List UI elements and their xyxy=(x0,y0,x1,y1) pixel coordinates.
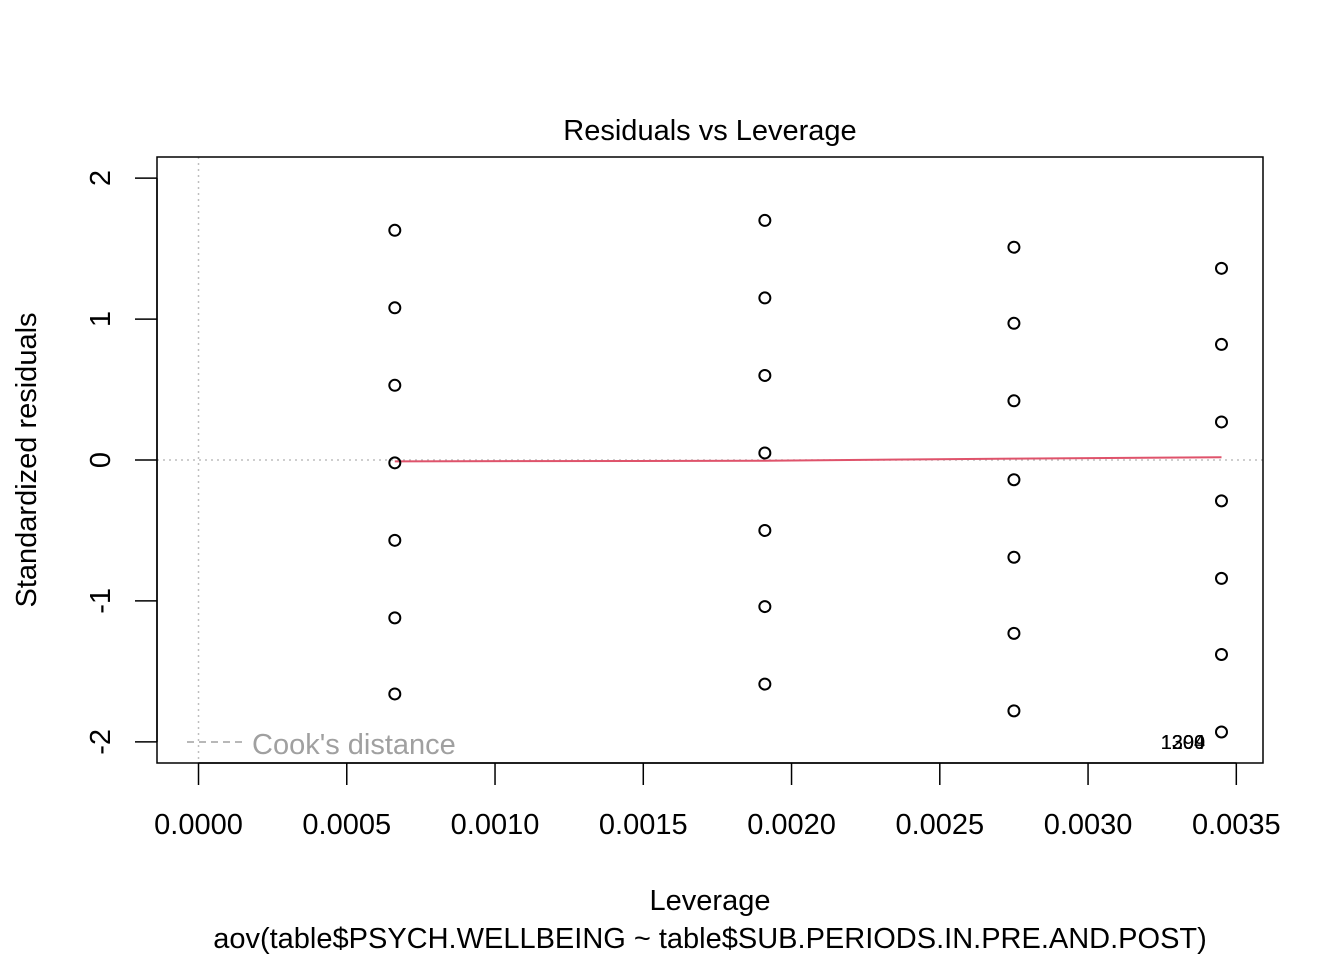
point-label: 1300 xyxy=(1161,732,1206,754)
data-point xyxy=(758,368,772,382)
data-point xyxy=(388,687,402,701)
x-axis: 0.0000 0.0005 0.0010 0.0015 0.0020 0.0025 0.00… xyxy=(154,762,1281,841)
smooth-line-group xyxy=(394,456,1222,463)
data-point xyxy=(388,378,402,392)
data-point xyxy=(1007,550,1021,564)
data-point xyxy=(1007,316,1021,330)
data-point xyxy=(1214,337,1228,351)
data-point xyxy=(1214,571,1228,585)
data-point xyxy=(1214,415,1228,429)
chart-subtitle: aov(table$PSYCH.WELLBEING ~ table$SUB.PE… xyxy=(213,923,1207,955)
data-point xyxy=(1214,261,1228,275)
legend-label: Cook's distance xyxy=(252,729,456,761)
data-point xyxy=(1007,394,1021,408)
data-point xyxy=(1007,240,1021,254)
y-axis: -2 -1 0 1 2 xyxy=(85,170,158,755)
y-tick-label: 2 xyxy=(85,170,117,186)
data-point xyxy=(388,611,402,625)
x-axis-label: Leverage xyxy=(650,885,771,917)
data-point xyxy=(388,301,402,315)
chart-title: Residuals vs Leverage xyxy=(563,115,856,147)
data-point xyxy=(758,291,772,305)
point-label: 1204 xyxy=(1161,732,1206,754)
data-point xyxy=(1007,704,1021,718)
data-point xyxy=(758,446,772,460)
data-point xyxy=(758,677,772,691)
data-point xyxy=(388,533,402,547)
data-point xyxy=(1007,473,1021,487)
point-label: 1399 xyxy=(1161,732,1206,754)
y-tick-label: -2 xyxy=(85,729,117,755)
data-point xyxy=(1214,647,1228,661)
legend: Cook's distance xyxy=(187,729,456,761)
x-tick-label: 0.0010 xyxy=(451,809,540,841)
data-points xyxy=(388,213,1228,739)
data-point xyxy=(758,213,772,227)
y-tick-label: 0 xyxy=(85,452,117,468)
x-tick-label: 0.0025 xyxy=(895,809,984,841)
data-point xyxy=(1214,725,1228,739)
x-tick-label: 0.0020 xyxy=(747,809,836,841)
x-tick-label: 0.0005 xyxy=(302,809,391,841)
y-axis-label: Standardized residuals xyxy=(11,312,43,607)
data-point xyxy=(388,456,402,470)
x-tick-label: 0.0015 xyxy=(599,809,688,841)
data-point xyxy=(388,223,402,237)
data-point xyxy=(1007,626,1021,640)
y-tick-label: -1 xyxy=(85,588,117,614)
data-point xyxy=(758,600,772,614)
x-tick-label: 0.0030 xyxy=(1044,809,1133,841)
data-point xyxy=(1214,494,1228,508)
data-point xyxy=(758,523,772,537)
y-tick-label: 1 xyxy=(85,311,117,327)
smooth-line xyxy=(394,456,1222,463)
x-tick-label: 0.0000 xyxy=(154,809,243,841)
x-tick-label: 0.0035 xyxy=(1192,809,1281,841)
